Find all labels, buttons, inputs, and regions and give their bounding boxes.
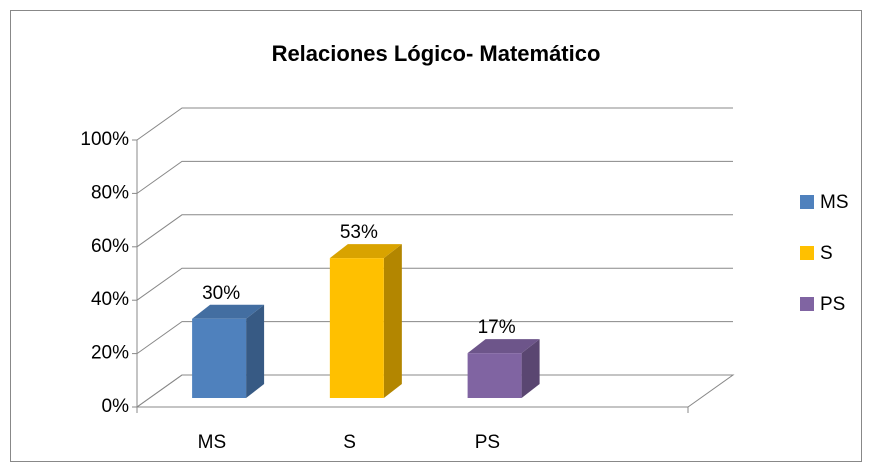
bar-front — [329, 258, 384, 398]
grid-line — [136, 267, 733, 301]
chart-frame — [10, 10, 862, 462]
bar-side — [521, 339, 540, 398]
x-tick-label: S — [343, 432, 356, 453]
legend-swatch — [800, 246, 814, 260]
legend-label: PS — [820, 294, 845, 315]
bar-top — [467, 339, 540, 354]
legend-swatch — [800, 297, 814, 311]
grid-line — [136, 321, 733, 355]
bar — [467, 339, 540, 398]
bar — [329, 244, 402, 398]
grid-line — [136, 107, 733, 141]
grid-line — [136, 214, 733, 248]
y-tick-label: 80% — [91, 182, 129, 203]
x-tick-label: MS — [198, 432, 227, 453]
data-label: 17% — [478, 317, 516, 338]
legend-label: MS — [820, 192, 849, 213]
bar-top — [192, 304, 265, 319]
legend-label: S — [820, 243, 833, 264]
y-tick-label: 0% — [102, 396, 130, 417]
chart-title: Relaciones Lógico- Matemático — [272, 41, 601, 66]
grid-line — [136, 160, 733, 194]
data-label: 53% — [340, 222, 378, 243]
data-label: 30% — [202, 283, 240, 304]
y-tick-label: 60% — [91, 236, 129, 257]
y-tick-label: 100% — [80, 129, 129, 150]
x-tick-label: PS — [475, 432, 500, 453]
bar-top — [329, 244, 402, 259]
bar-side — [383, 244, 402, 398]
y-tick-label: 20% — [91, 343, 129, 364]
y-tick-label: 40% — [91, 289, 129, 310]
bar — [192, 304, 265, 398]
grid-line — [136, 374, 733, 408]
legend-swatch — [800, 195, 814, 209]
bar-front — [192, 318, 247, 398]
bar-side — [246, 304, 265, 398]
bar-front — [467, 353, 522, 398]
